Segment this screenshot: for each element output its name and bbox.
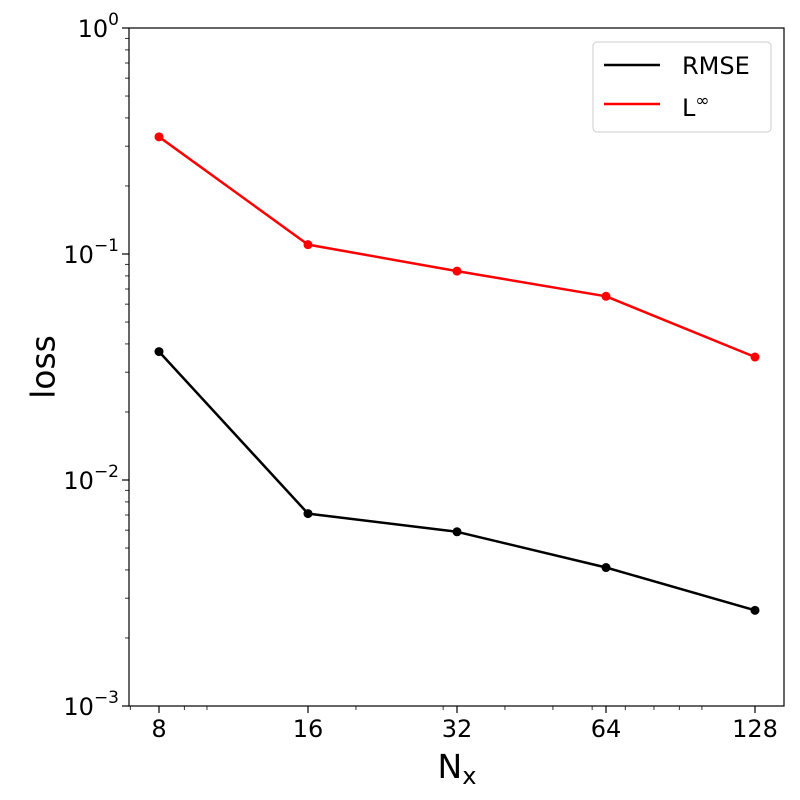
- x-tick-label: 8: [151, 715, 166, 743]
- y-tick-label-base: 10: [63, 467, 94, 495]
- x-axis-label-subscript: x: [462, 762, 476, 790]
- data-point: [154, 347, 164, 357]
- legend-label-linf-superscript: ∞: [695, 91, 709, 111]
- x-tick-label: 16: [293, 715, 324, 743]
- y-tick-label-exponent: −3: [94, 688, 119, 708]
- legend-label-linf-base: L: [682, 94, 696, 122]
- y-tick-label-base: 10: [63, 241, 94, 269]
- data-point: [303, 509, 313, 519]
- series-line-1: [158, 135, 756, 359]
- x-tick-label: 128: [732, 715, 778, 743]
- legend-label-rmse: RMSE: [682, 52, 750, 80]
- series-line-0: [158, 350, 756, 612]
- x-axis-label-base: N: [438, 747, 463, 786]
- data-point: [452, 527, 462, 537]
- legend-label-linf: L∞: [682, 91, 710, 122]
- data-point: [750, 352, 760, 362]
- y-tick-label-exponent: −1: [94, 236, 119, 256]
- x-tick-label: 32: [442, 715, 473, 743]
- minor-ticks: [125, 37, 703, 710]
- x-ticks: 8 16 32 64 128: [151, 706, 778, 743]
- y-axis-label: loss: [24, 335, 63, 399]
- x-axis-label: Nx: [438, 747, 477, 790]
- data-point: [303, 240, 313, 250]
- legend: RMSE L∞: [592, 41, 772, 133]
- data-point: [154, 132, 164, 142]
- data-point: [750, 605, 760, 615]
- y-tick-label: 10−2: [63, 462, 119, 495]
- y-tick-label-base: 10: [63, 693, 94, 721]
- y-tick-label: 100: [78, 10, 119, 43]
- y-tick-label: 10−3: [63, 688, 119, 721]
- data-point: [601, 563, 611, 573]
- y-tick-label: 10−1: [63, 236, 119, 269]
- data-point: [601, 291, 611, 301]
- y-tick-label-exponent: −2: [94, 462, 119, 482]
- series-layer: [154, 132, 760, 615]
- x-tick-label: 64: [591, 715, 622, 743]
- y-tick-label-base: 10: [78, 15, 109, 43]
- y-tick-label-exponent: 0: [108, 10, 119, 30]
- data-point: [452, 266, 462, 276]
